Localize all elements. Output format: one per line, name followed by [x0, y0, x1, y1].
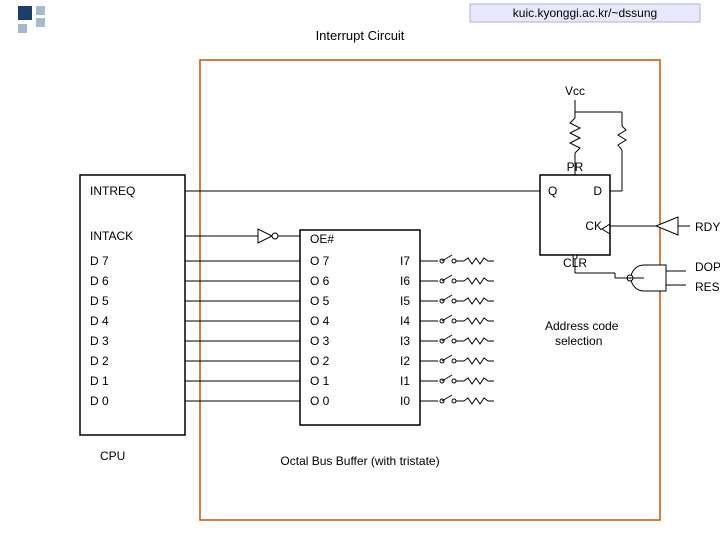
svg-text:INTACK: INTACK [90, 229, 133, 243]
svg-text:DOPNC#: DOPNC# [695, 260, 720, 274]
svg-text:D 2: D 2 [90, 354, 109, 368]
svg-text:D: D [593, 184, 602, 198]
svg-text:D 3: D 3 [90, 334, 109, 348]
svg-text:Address code: Address code [545, 319, 619, 333]
svg-text:INTREQ: INTREQ [90, 184, 135, 198]
svg-text:RESET#: RESET# [695, 280, 720, 294]
svg-text:CPU: CPU [100, 449, 125, 463]
svg-text:O 7: O 7 [310, 254, 330, 268]
svg-text:I0: I0 [400, 394, 410, 408]
svg-text:O 1: O 1 [310, 374, 330, 388]
svg-text:Interrupt Circuit: Interrupt Circuit [316, 28, 405, 43]
svg-text:O 0: O 0 [310, 394, 330, 408]
svg-text:I1: I1 [400, 374, 410, 388]
svg-text:D 4: D 4 [90, 314, 109, 328]
svg-text:O 4: O 4 [310, 314, 330, 328]
svg-text:I6: I6 [400, 274, 410, 288]
svg-text:D 5: D 5 [90, 294, 109, 308]
svg-text:I3: I3 [400, 334, 410, 348]
svg-text:I7: I7 [400, 254, 410, 268]
svg-text:D 1: D 1 [90, 374, 109, 388]
svg-text:O 3: O 3 [310, 334, 330, 348]
svg-text:D 0: D 0 [90, 394, 109, 408]
svg-text:Octal Bus Buffer (with tristat: Octal Bus Buffer (with tristate) [280, 454, 439, 468]
svg-text:I2: I2 [400, 354, 410, 368]
svg-text:RDY: RDY [695, 220, 720, 234]
svg-text:O 5: O 5 [310, 294, 330, 308]
svg-text:selection: selection [555, 334, 602, 348]
svg-text:kuic.kyonggi.ac.kr/~dssung: kuic.kyonggi.ac.kr/~dssung [513, 6, 657, 20]
svg-text:O 6: O 6 [310, 274, 330, 288]
svg-text:D 7: D 7 [90, 254, 109, 268]
svg-text:I4: I4 [400, 314, 410, 328]
circuit-diagram: kuic.kyonggi.ac.kr/~dssung Interrupt Circ… [0, 0, 720, 540]
svg-text:O 2: O 2 [310, 354, 330, 368]
svg-text:OE#: OE# [310, 232, 334, 246]
svg-text:Q: Q [548, 184, 557, 198]
svg-text:D 6: D 6 [90, 274, 109, 288]
svg-text:I5: I5 [400, 294, 410, 308]
svg-text:Vcc: Vcc [565, 84, 585, 98]
svg-text:CK: CK [585, 219, 602, 233]
